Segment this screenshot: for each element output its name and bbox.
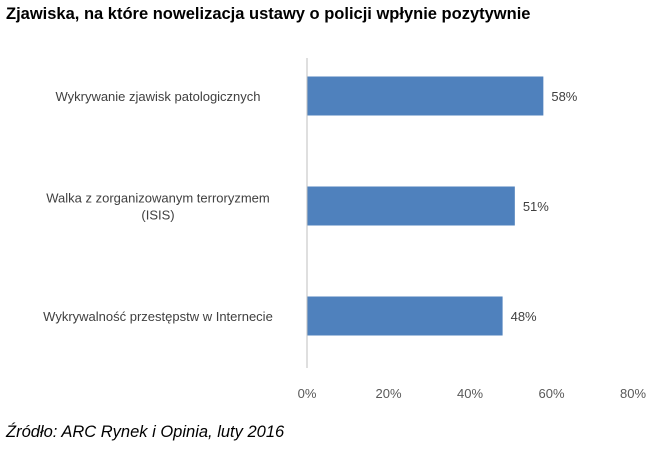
category-label-1: Wykrywanie zjawisk patologicznych (55, 89, 260, 104)
value-label-2: 51% (523, 199, 549, 214)
category-labels-group: Wykrywanie zjawisk patologicznych Walka z… (43, 89, 273, 324)
value-label-1: 58% (551, 89, 577, 104)
x-tick-label-0-pct: 0% (298, 386, 317, 401)
value-label-3: 48% (511, 309, 537, 324)
x-tick-label-40-pct: 40% (457, 386, 483, 401)
x-tick-label-60-pct: 60% (538, 386, 564, 401)
x-axis-ticks-group: 0% 20% 40% 60% 80% (298, 386, 647, 401)
category-label-3: Wykrywalność przestępstw w Internecie (43, 309, 273, 324)
category-label-2: Walka z zorganizowanym terroryzmem (ISIS) (46, 191, 269, 223)
x-tick-label-20-pct: 20% (375, 386, 401, 401)
chart-title: Zjawiska, na które nowelizacja ustawy o … (6, 5, 531, 23)
x-tick-label-80-pct: 80% (620, 386, 646, 401)
value-labels-group: 58% 51% 48% (511, 89, 578, 324)
source-note: Źródło: ARC Rynek i Opinia, luty 2016 (6, 423, 285, 441)
bar-1 (307, 76, 544, 116)
bar-2 (307, 186, 515, 226)
bars-group (307, 76, 544, 336)
bar-3 (307, 296, 503, 336)
